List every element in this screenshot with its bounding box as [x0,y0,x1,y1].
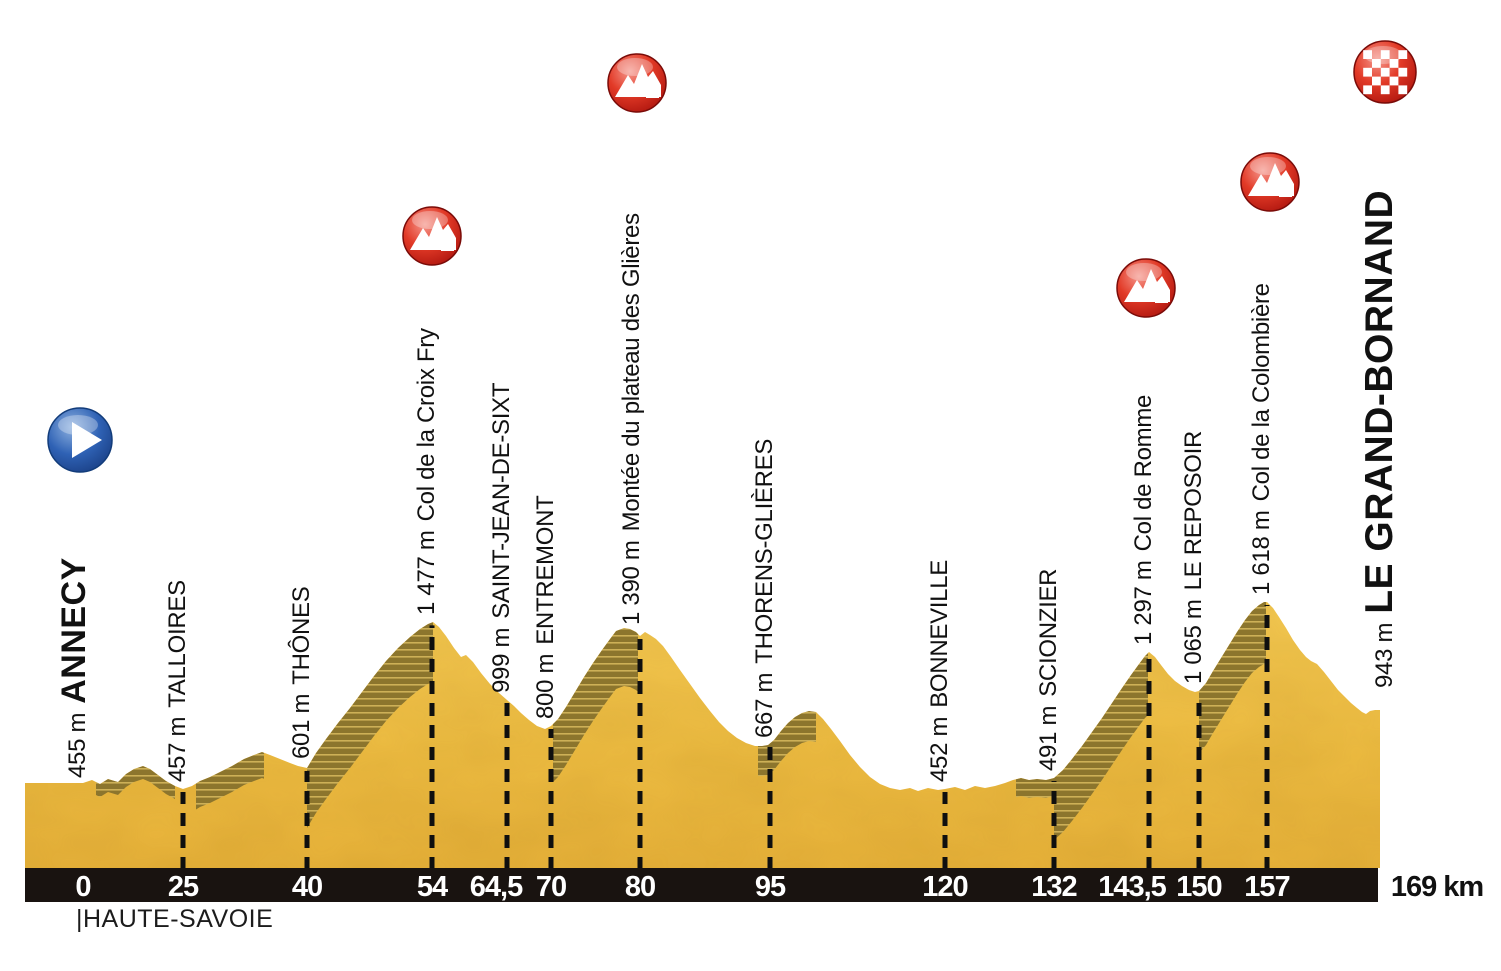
km-tick-label: 25 [167,871,199,903]
waypoint-name: ANNECY [55,557,93,704]
waypoint-label: 601 m THÔNES [288,587,319,759]
waypoint-elevation: 457 m [164,716,191,782]
waypoint-label: 999 m SAINT-JEAN-DE-SIXT [488,383,519,693]
distance-axis-bar [25,868,1378,902]
waypoint-elevation: 1 297 m [1130,560,1157,645]
waypoint-name: ENTREMONT [532,495,559,645]
waypoint-elevation: 452 m [926,716,953,782]
waypoint-label: 1 297 m Col de Romme [1130,395,1161,645]
department-label: |HAUTE-SAVOIE [76,905,274,933]
climb-stripe-band [1016,778,1054,798]
waypoint-elevation: 667 m [751,672,778,738]
waypoint-name: SAINT-JEAN-DE-SIXT [488,382,515,619]
km-tick-label: 150 [1176,871,1222,903]
waypoint-elevation: 601 m [288,693,315,759]
km-tick-label: 95 [754,871,786,903]
waypoint-label: 1 065 m LE REPOSOIR [1180,431,1211,684]
waypoint-name: Col de la Colombière [1248,283,1275,502]
waypoint-name: SCIONZIER [1035,568,1062,697]
waypoint-label: 455 m ANNECY [54,557,101,778]
mountain-icon [397,201,467,271]
waypoint-name: THORENS-GLIÈRES [751,438,778,664]
km-tick-label: 143,5 [1098,871,1167,903]
km-tick-label: 54 [416,871,448,903]
km-tick-label: 80 [624,871,656,903]
km-tick-label: 0 [75,871,91,903]
waypoint-label: 452 m BONNEVILLE [926,560,957,782]
km-tick-label: 40 [291,871,323,903]
km-tick-label: 120 [922,871,968,903]
waypoint-elevation: 1 477 m [413,530,440,615]
waypoint-label: 491 m SCIONZIER [1035,569,1066,771]
waypoint-name: TALLOIRES [164,580,191,708]
waypoint-name: LE GRAND-BORNAND [1358,189,1401,614]
climb-stripe-band [553,628,638,782]
km-tick-label: 157 [1244,871,1290,903]
waypoint-label: 667 m THORENS-GLIÈRES [751,439,782,738]
waypoint-elevation: 1 618 m [1248,510,1275,595]
terrain-texture [25,602,1380,868]
climb-stripe-band [96,766,175,799]
km-tick-label: 64,5 [469,871,523,903]
checkered-flag-icon [1350,37,1420,107]
waypoint-elevation: 1 390 m [618,540,645,625]
waypoint-label: 943 m LE GRAND-BORNAND [1357,190,1411,688]
waypoint-dash-lines [180,605,1270,870]
waypoint-elevation: 1 065 m [1180,599,1207,684]
waypoint-label: 457 m TALLOIRES [164,580,195,782]
waypoint-elevation: 999 m [488,627,515,693]
km-tick-label: 132 [1031,871,1077,903]
waypoint-name: Col de Romme [1130,394,1157,552]
km-tick-label: 70 [535,871,567,903]
waypoint-name: Montée du plateau des Glières [618,213,645,532]
waypoint-elevation: 455 m [64,712,91,778]
waypoint-name: Col de la Croix Fry [413,328,440,522]
waypoint-label: 1 618 m Col de la Colombière [1248,283,1279,595]
mountain-icon [602,48,672,118]
waypoint-label: 1 390 m Montée du plateau des Glières [618,213,649,625]
waypoint-name: BONNEVILLE [926,560,953,708]
waypoint-label: 800 m ENTREMONT [532,495,563,719]
climb-stripe-band [196,752,264,810]
waypoint-elevation: 800 m [532,653,559,719]
mountain-icon [1235,147,1305,217]
waypoint-name: THÔNES [288,586,315,685]
waypoint-label: 1 477 m Col de la Croix Fry [413,328,444,615]
climb-stripe-band [1054,653,1148,840]
climb-stripe-band [307,622,433,828]
km-tick-label: 169 km [1390,871,1484,903]
climb-stripe-bands [96,602,1266,840]
waypoint-elevation: 491 m [1035,705,1062,771]
waypoint-elevation: 943 m [1371,622,1398,688]
climb-stripe-band [1199,602,1266,753]
play-icon [45,405,115,475]
mountain-icon [1111,253,1181,323]
waypoint-name: LE REPOSOIR [1180,430,1207,591]
